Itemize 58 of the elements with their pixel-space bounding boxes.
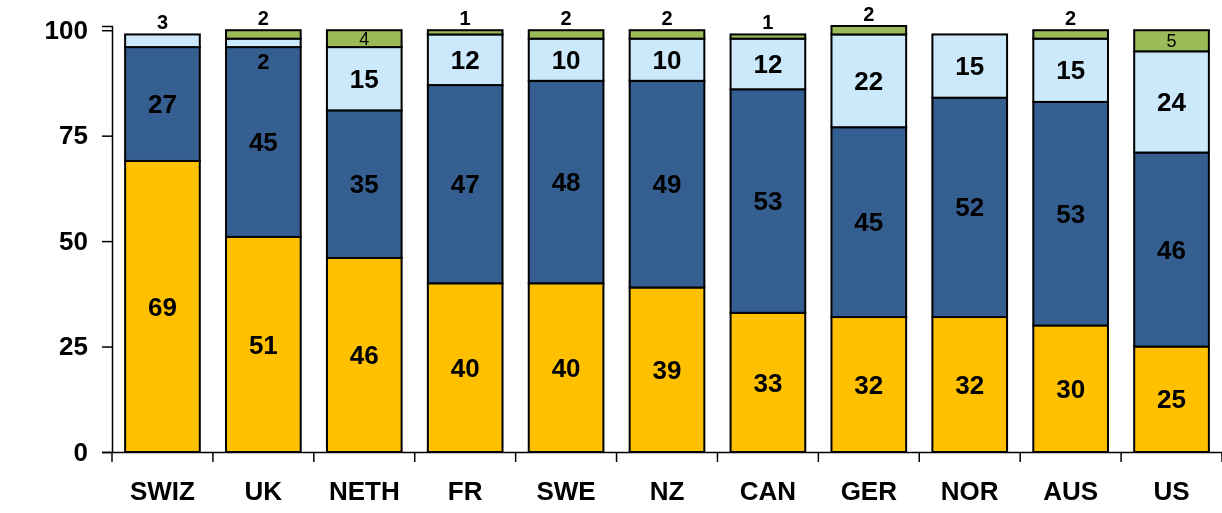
x-tick-label: NZ	[649, 476, 685, 507]
data-label: 53	[753, 186, 783, 217]
data-label: 2	[1065, 7, 1077, 30]
data-label: 46	[349, 340, 379, 371]
data-label: 22	[854, 65, 884, 96]
data-label: 40	[450, 352, 480, 383]
data-label: 45	[248, 127, 278, 158]
x-tick-label: CAN	[739, 476, 797, 507]
data-label: 2	[661, 7, 673, 30]
data-label: 30	[1056, 373, 1086, 404]
data-label: 2	[560, 7, 572, 30]
data-label: 12	[450, 44, 480, 75]
x-tick-label: GER	[840, 476, 898, 507]
data-label: 2	[863, 3, 875, 25]
data-label: 10	[652, 44, 682, 75]
x-tick-label: NETH	[328, 476, 400, 507]
data-label: 15	[1056, 55, 1086, 86]
y-tick-label: 100	[44, 15, 88, 46]
y-tick-label: 75	[59, 120, 88, 151]
data-label: 39	[652, 354, 682, 385]
data-label: 35	[349, 169, 379, 200]
data-label: 15	[349, 63, 379, 94]
data-label: 10	[551, 44, 581, 75]
data-label: 3	[156, 11, 169, 34]
x-tick-label: FR	[447, 476, 483, 507]
data-label: 27	[147, 89, 177, 120]
data-label: 53	[1056, 198, 1086, 229]
x-tick-label: AUS	[1043, 476, 1099, 507]
data-label: 51	[248, 329, 278, 360]
x-tick-label: SWE	[536, 476, 596, 507]
data-label: 24	[1157, 87, 1187, 118]
data-label: 2	[257, 48, 270, 74]
y-tick-label: 25	[59, 331, 88, 362]
data-label: 15	[955, 51, 985, 82]
x-tick-label: US	[1153, 476, 1190, 507]
y-tick-label: 0	[73, 436, 88, 467]
data-label: 2	[257, 7, 269, 30]
data-label: 1	[762, 11, 774, 34]
data-label: 32	[854, 369, 884, 400]
data-label: 46	[1157, 234, 1187, 265]
data-label: 52	[955, 192, 985, 223]
x-tick-label: UK	[244, 476, 283, 507]
data-label: 45	[854, 207, 884, 238]
data-label: 69	[147, 291, 177, 322]
x-tick-label: SWIZ	[129, 476, 196, 507]
data-label: 12	[753, 49, 783, 80]
x-tick-label: NOR	[940, 476, 999, 507]
data-label: 1	[459, 7, 471, 30]
data-label: 32	[955, 369, 985, 400]
data-label: 4	[359, 28, 370, 49]
data-label: 40	[551, 352, 581, 383]
data-label: 25	[1157, 384, 1187, 415]
data-label: 5	[1166, 31, 1177, 52]
data-label: 33	[753, 367, 783, 398]
data-label: 49	[652, 169, 682, 200]
data-label: 47	[450, 169, 480, 200]
data-label: 48	[551, 167, 581, 198]
y-tick-label: 50	[59, 225, 88, 256]
